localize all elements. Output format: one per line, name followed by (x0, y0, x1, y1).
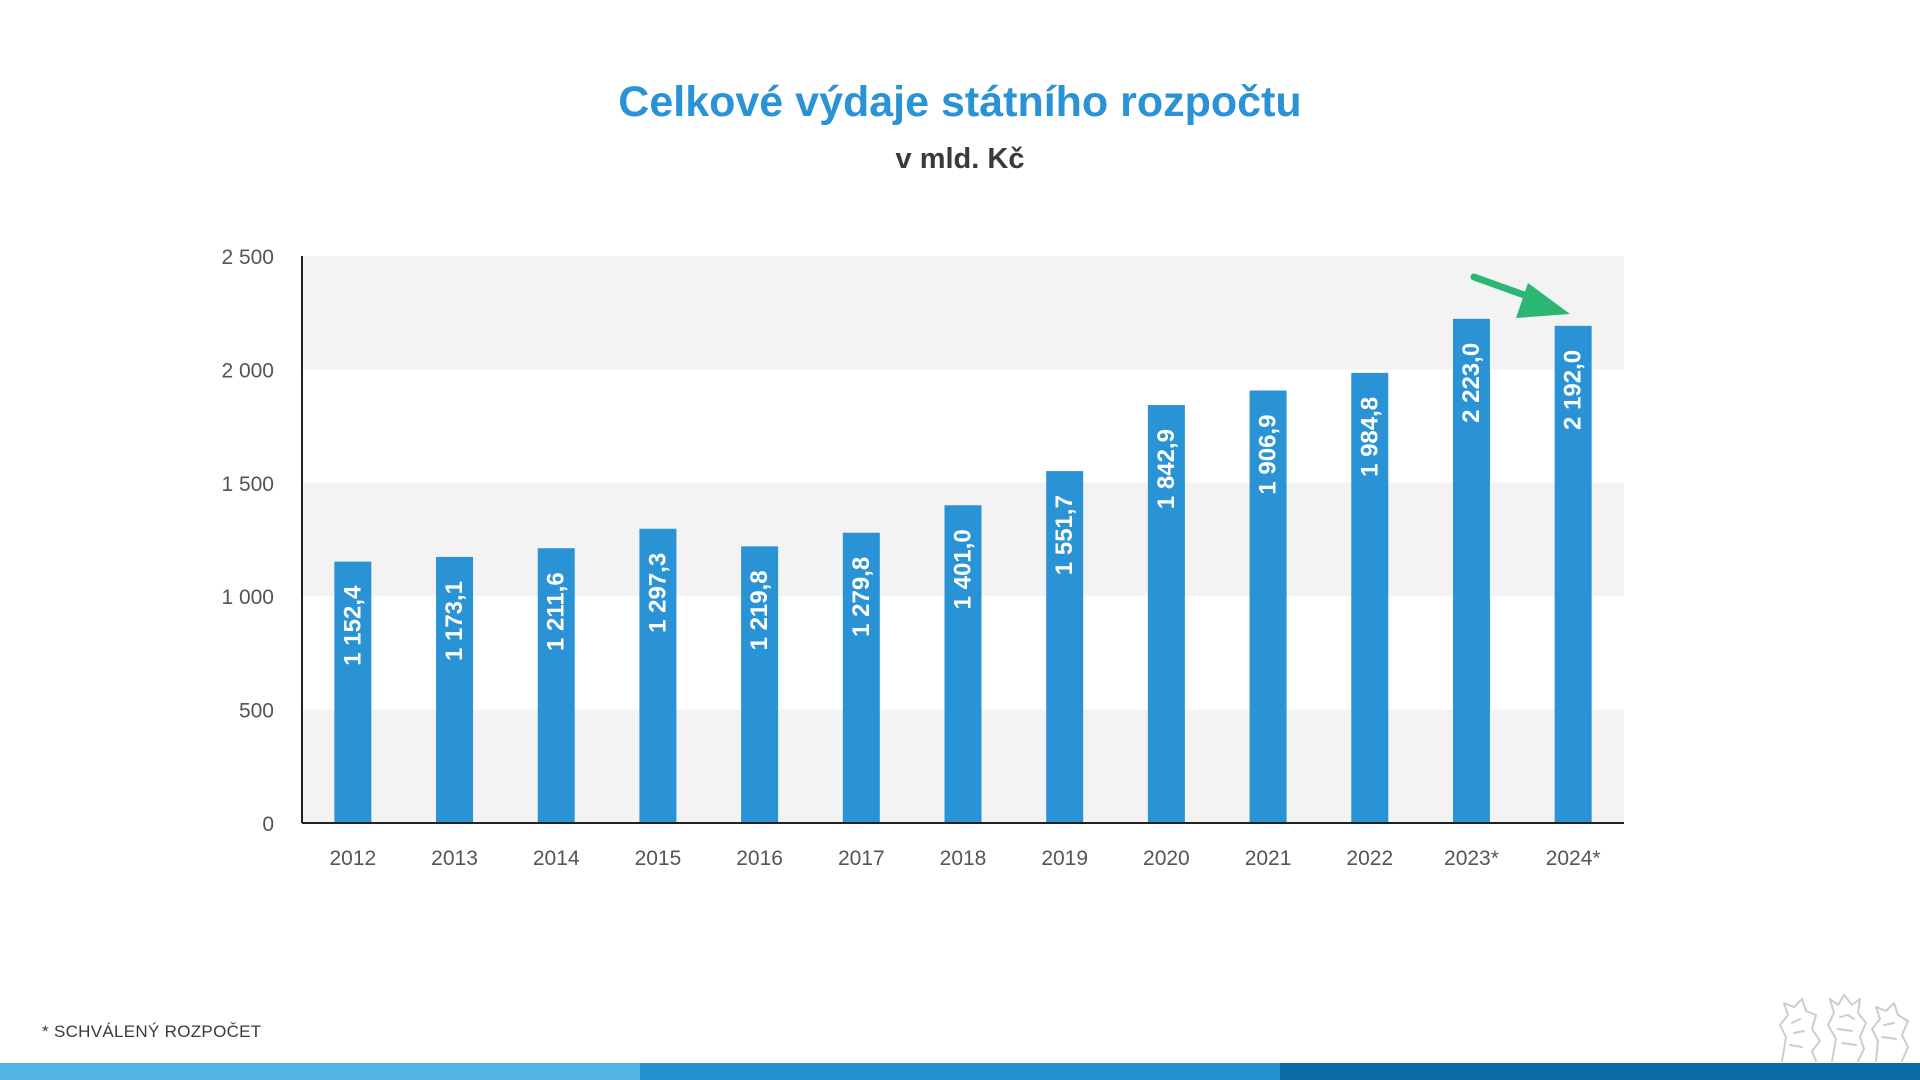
bar-value-label: 1 211,6 (543, 572, 570, 651)
bar (1046, 471, 1084, 823)
bar-value-label: 2 223,0 (1458, 343, 1485, 423)
bottom-bar-segment-dark (1280, 1063, 1920, 1080)
bar-value-label: 1 906,9 (1255, 415, 1282, 495)
x-tick-label: 2015 (635, 847, 682, 870)
bar (1554, 325, 1592, 823)
y-tick-label: 1 500 (221, 473, 274, 496)
bar (1452, 318, 1490, 823)
bar-value-label: 1 152,4 (339, 585, 366, 666)
x-tick-label: 2018 (940, 847, 987, 870)
x-tick-label: 2021 (1245, 847, 1292, 870)
x-tick-label: 2013 (431, 847, 478, 870)
bar-value-label: 2 192,0 (1560, 350, 1587, 430)
bar-value-label: 1 173,1 (441, 581, 468, 661)
bar (537, 548, 575, 823)
x-tick-label: 2012 (329, 847, 376, 870)
x-tick-label: 2017 (838, 847, 885, 870)
y-tick-label: 2 500 (221, 246, 274, 269)
bar-value-label: 1 401,0 (950, 529, 977, 609)
y-tick-label: 500 (239, 700, 274, 723)
bar-value-label: 1 551,7 (1051, 495, 1078, 575)
bottom-color-bar (0, 1063, 1920, 1080)
chart-subtitle: v mld. Kč (895, 143, 1025, 175)
y-tick-label: 0 (262, 813, 274, 836)
bottom-bar-segment-mid (640, 1063, 1280, 1080)
bar (1351, 372, 1389, 823)
down-trend-arrow-icon (1516, 283, 1570, 318)
bar (842, 532, 880, 823)
x-tick-label: 2016 (736, 847, 783, 870)
x-tick-label: 2022 (1346, 847, 1393, 870)
bar-value-label: 1 219,8 (746, 570, 773, 650)
lion-emblem-icon (1779, 994, 1909, 1062)
x-tick-label: 2019 (1041, 847, 1088, 870)
x-tick-label: 2024* (1546, 847, 1601, 870)
grid-band (302, 256, 1624, 370)
bottom-bar-segment-light (0, 1063, 640, 1080)
y-tick-label: 1 000 (221, 586, 274, 609)
bar-value-label: 1 279,8 (848, 557, 875, 637)
bar-value-label: 1 842,9 (1153, 429, 1180, 509)
bar-value-label: 1 297,3 (644, 553, 671, 633)
bar-value-label: 1 984,8 (1356, 397, 1383, 477)
bar (1249, 390, 1287, 823)
bar (1147, 405, 1185, 823)
x-tick-label: 2014 (533, 847, 580, 870)
footnote: * SCHVÁLENÝ ROZPOČET (42, 1022, 262, 1041)
bar (334, 561, 372, 823)
bar (639, 528, 677, 823)
bar-chart: 0 500 1 000 1 500 2 000 2 500 1 152,4 2012 1 173… (221, 246, 1624, 870)
bar (741, 546, 779, 823)
y-tick-label: 2 000 (221, 359, 274, 382)
bar (436, 556, 474, 823)
x-tick-label: 2023* (1444, 847, 1499, 870)
chart-title: Celkové výdaje státního rozpočtu (618, 78, 1302, 126)
bar (944, 505, 982, 823)
x-tick-label: 2020 (1143, 847, 1190, 870)
